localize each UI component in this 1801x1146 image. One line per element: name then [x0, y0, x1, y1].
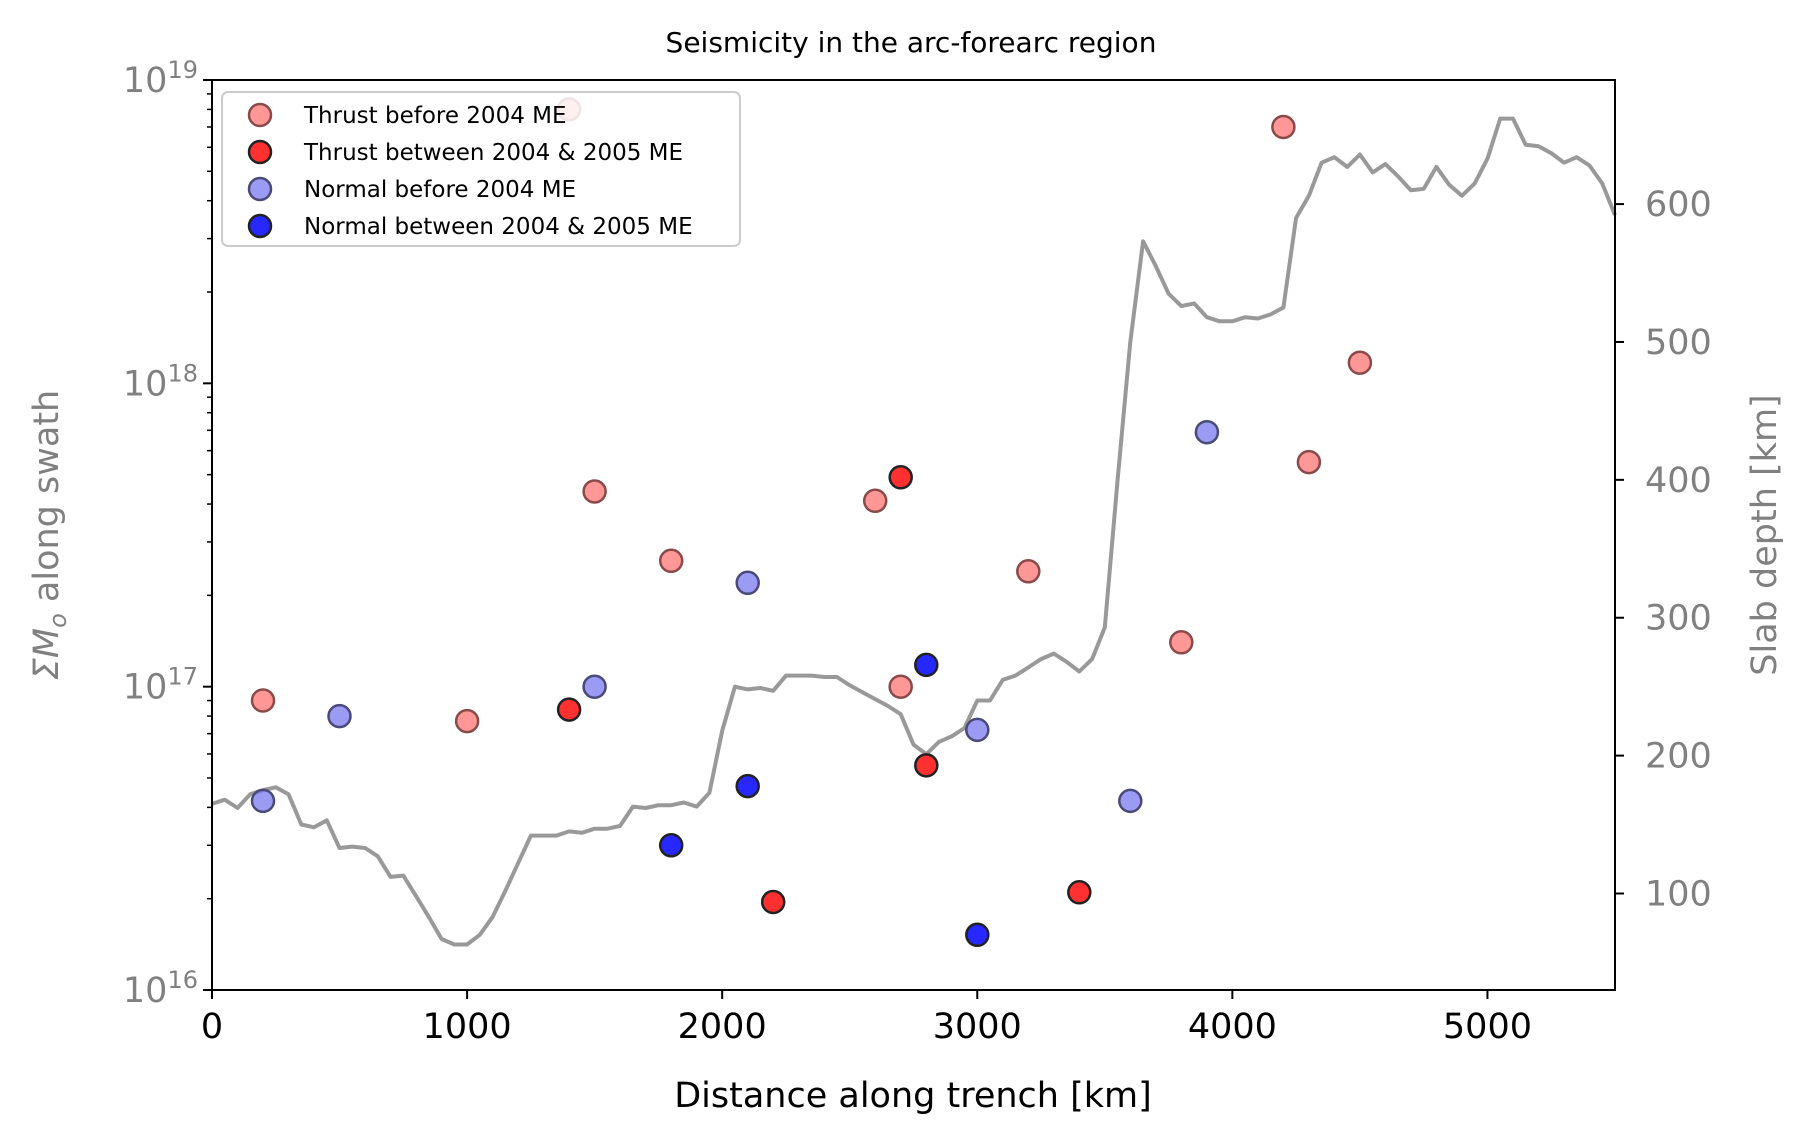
y-right-tick-label-1: 200 — [1645, 737, 1712, 777]
data-point-series-0-point-0 — [250, 688, 276, 713]
x-tick-label-4: 4000 — [1188, 1007, 1277, 1047]
data-point-series-0-point-9 — [1271, 114, 1296, 140]
data-point-series-1-point-1 — [760, 889, 786, 915]
left-y-axis-label-rest: along swath — [27, 390, 67, 613]
plot-frame — [211, 79, 1616, 991]
legend-label-2: Normal before 2004 ME — [304, 177, 576, 203]
y-right-tick-label-2: 300 — [1645, 599, 1712, 639]
legend-label-1: Thrust between 2004 & 2005 ME — [303, 140, 683, 166]
data-point-series-1-point-4 — [1067, 880, 1092, 905]
legend-label-3: Normal between 2004 & 2005 ME — [304, 214, 693, 240]
legend-label-0: Thrust before 2004 ME — [303, 103, 567, 129]
y-right-tick-label-3: 400 — [1645, 461, 1712, 501]
left-y-axis-ticks: 1016 1017 1018 1019 — [123, 56, 212, 1011]
y-left-tick-label-3: 1019 — [123, 56, 198, 101]
data-point-series-0-point-6 — [888, 674, 913, 699]
data-point-series-0-point-1 — [454, 708, 480, 734]
data-point-series-3-point-2 — [914, 652, 939, 678]
chart-title: Seismicity in the arc-forearc region — [666, 26, 1157, 59]
data-point-series-2-point-4 — [965, 717, 990, 743]
data-point-series-0-point-3 — [582, 479, 607, 504]
x-tick-label-2: 2000 — [678, 1007, 767, 1047]
x-axis-ticks: 0 1000 2000 3000 4000 5000 — [201, 990, 1532, 1047]
left-y-axis-label-subscript: o — [44, 613, 72, 628]
data-point-series-3-point-3 — [965, 922, 990, 948]
legend: Thrust before 2004 ME Thrust between 2004… — [221, 91, 741, 247]
data-point-series-0-point-10 — [1296, 449, 1322, 475]
data-point-series-2-point-1 — [327, 703, 352, 729]
right-y-axis-label: Slab depth [km] — [1745, 394, 1785, 675]
y-left-tick-label-2: 1018 — [123, 359, 198, 404]
x-tick-label-5: 5000 — [1443, 1007, 1532, 1047]
y-right-tick-label-5: 600 — [1645, 185, 1712, 225]
legend-marker-0 — [247, 102, 273, 128]
legend-marker-3 — [247, 213, 273, 239]
data-point-series-3-point-0 — [658, 833, 684, 858]
x-tick-label-3: 3000 — [933, 1007, 1022, 1047]
x-tick-label-1: 1000 — [423, 1007, 512, 1047]
right-y-axis-ticks: 100 200 300 400 500 600 — [1615, 185, 1712, 914]
y-left-tick-label-0: 1016 — [123, 966, 198, 1011]
data-point-series-0-point-11 — [1347, 350, 1373, 375]
y-left-tick-label-1: 1017 — [123, 663, 198, 708]
data-point-series-2-point-0 — [250, 788, 276, 814]
data-point-series-1-point-2 — [888, 465, 913, 490]
slab-depth-line-layer — [211, 116, 1617, 947]
data-point-series-0-point-8 — [1169, 630, 1194, 655]
data-point-series-0-point-5 — [862, 488, 888, 514]
legend-box — [221, 91, 741, 247]
slab-depth-line — [211, 116, 1617, 947]
data-point-series-0-point-4 — [658, 548, 684, 574]
data-point-series-2-point-3 — [735, 570, 760, 596]
x-tick-label-0: 0 — [201, 1007, 223, 1047]
data-point-series-2-point-5 — [1118, 788, 1143, 814]
data-point-series-3-point-1 — [735, 773, 760, 799]
y-right-tick-label-0: 100 — [1645, 874, 1712, 914]
x-axis-label: Distance along trench [km] — [674, 1076, 1152, 1116]
data-point-series-2-point-6 — [1194, 419, 1220, 445]
data-point-series-2-point-2 — [582, 674, 607, 699]
legend-marker-1 — [247, 139, 273, 165]
legend-marker-2 — [247, 176, 273, 202]
left-y-axis-label: ΣMo along swath — [27, 390, 72, 680]
legend-items: Thrust before 2004 ME Thrust between 2004… — [247, 102, 693, 240]
y-right-tick-label-4: 500 — [1645, 323, 1712, 363]
data-point-series-1-point-3 — [914, 753, 939, 778]
data-point-series-1-point-0 — [556, 697, 582, 722]
left-y-axis-label-main: ΣM — [27, 628, 67, 680]
data-point-series-0-point-7 — [1016, 559, 1041, 584]
